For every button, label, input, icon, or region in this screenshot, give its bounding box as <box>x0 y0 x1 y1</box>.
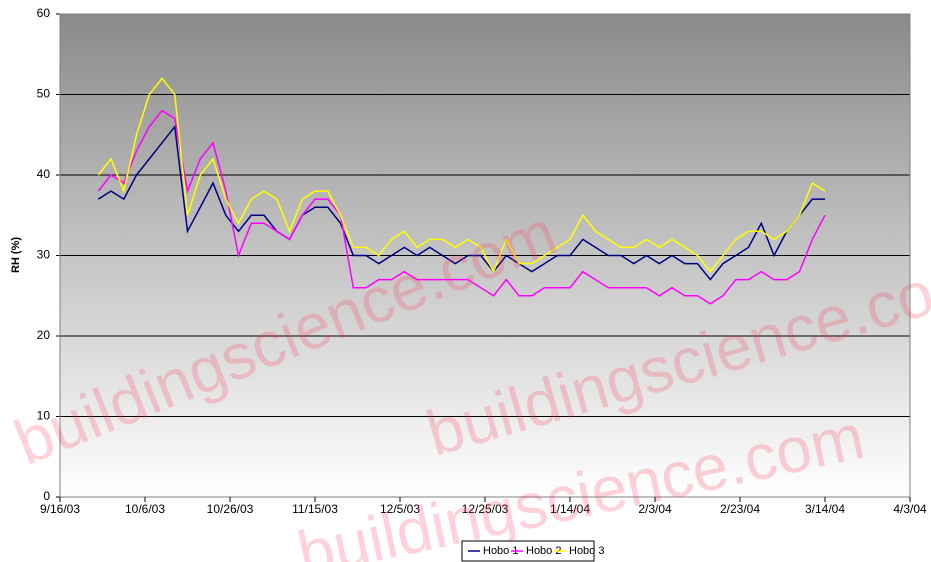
x-tick-label: 1/14/04 <box>550 502 590 516</box>
y-tick-label: 50 <box>37 87 51 101</box>
y-tick-label: 0 <box>43 489 50 503</box>
series-line <box>97 124 825 281</box>
x-tick-label: 3/14/04 <box>805 502 845 516</box>
y-tick-label: 10 <box>37 409 51 423</box>
series-line <box>97 77 826 274</box>
legend-label: Hobo 3 <box>569 545 604 557</box>
series-line <box>97 109 826 305</box>
x-tick-label: 10/26/03 <box>207 502 254 516</box>
legend-box <box>461 540 595 562</box>
y-tick-label: 20 <box>37 328 51 342</box>
x-tick-label: 4/3/04 <box>893 502 927 516</box>
legend-label: Hobo 2 <box>526 545 561 557</box>
x-tick-label: 2/3/04 <box>638 502 672 516</box>
legend-label: Hobo 1 <box>483 545 518 557</box>
y-tick-label: 30 <box>37 248 51 262</box>
x-tick-label: 11/15/03 <box>292 502 338 516</box>
x-tick-label: 2/23/04 <box>720 502 760 516</box>
x-tick-label: 12/5/03 <box>380 502 420 516</box>
x-tick-label: 9/16/03 <box>40 502 80 516</box>
y-axis-label: RH (%) <box>10 237 22 273</box>
x-tick-label: 12/25/03 <box>462 502 509 516</box>
x-tick-label: 10/6/03 <box>125 502 165 516</box>
legend: Hobo 1 Hobo 2 Hobo 3 <box>461 540 604 562</box>
y-tick-label: 60 <box>37 6 51 20</box>
y-tick-label: 40 <box>37 167 51 181</box>
